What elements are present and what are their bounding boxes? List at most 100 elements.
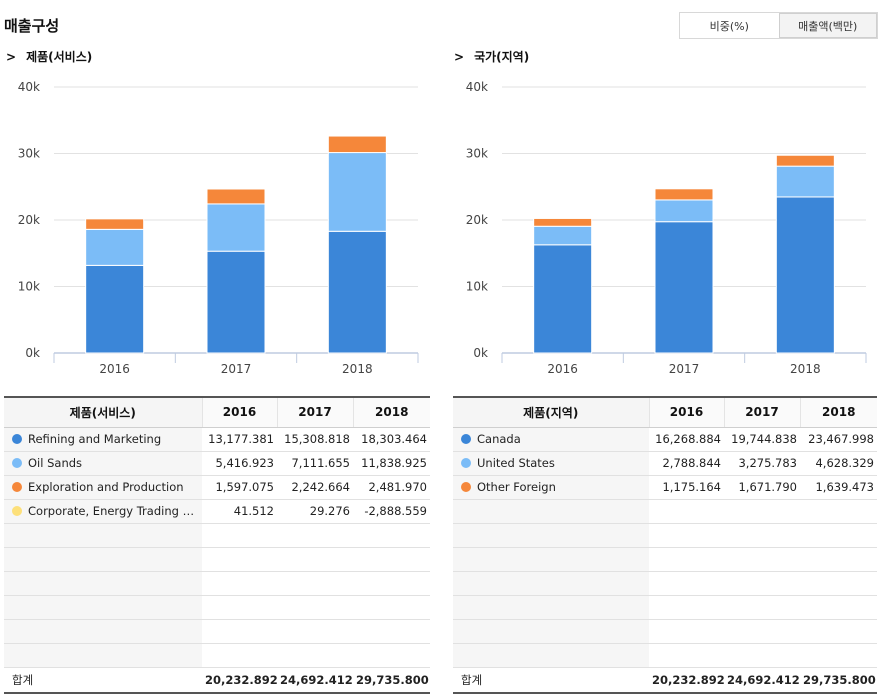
row-name-cell: Corporate, Energy Trading a... (4, 499, 202, 524)
y-tick-label: 10k (18, 280, 40, 294)
value-cell: 1,597.075 (202, 475, 277, 500)
total-value-cell: 24,692.412 (277, 666, 353, 694)
bar-segment[interactable] (206, 250, 266, 354)
bar-segment[interactable] (206, 188, 266, 205)
chevron-right-icon: > (6, 50, 17, 64)
region-chart: 0k 10k 20k 30k 40k 2016 2017 2018 (448, 74, 884, 384)
empty-row (453, 547, 877, 572)
y-tick-label: 0k (473, 346, 488, 360)
ratio-toggle-button[interactable]: 비중(%) (680, 13, 779, 38)
series-color-dot-icon (12, 434, 22, 444)
bar-segment[interactable] (654, 221, 714, 354)
x-tick-label: 2017 (669, 362, 700, 376)
empty-cell (649, 619, 724, 644)
empty-cell (353, 547, 430, 572)
empty-cell (800, 571, 877, 596)
region-stacked-bar-chart: 0k 10k 20k 30k 40k 2016 2017 2018 (466, 80, 867, 376)
empty-cell (353, 571, 430, 596)
product-chart: 0k 10k 20k 30k 40k 2016 2017 2018 (0, 74, 436, 384)
row-name-cell: United States (453, 451, 649, 476)
empty-cell (453, 619, 649, 644)
total-label: 합계 (453, 666, 649, 694)
y-tick-label: 0k (25, 346, 40, 360)
table-row[interactable]: Exploration and Production 1,597.075 2,242… (4, 475, 430, 500)
empty-cell (724, 571, 800, 596)
empty-cell (277, 523, 353, 548)
empty-cell (724, 499, 800, 524)
value-cell: 2,788.844 (649, 451, 724, 476)
empty-cell (724, 523, 800, 548)
bar-segment[interactable] (654, 199, 714, 223)
empty-cell (453, 571, 649, 596)
bar-segment[interactable] (85, 218, 145, 230)
bar-segment[interactable] (85, 228, 145, 266)
series-color-dot-icon (461, 434, 471, 444)
empty-cell (4, 595, 202, 620)
bar-segment[interactable] (206, 203, 266, 252)
row-name-label: Exploration and Production (28, 480, 184, 494)
series-color-dot-icon (461, 458, 471, 468)
empty-cell (4, 523, 202, 548)
empty-cell (800, 547, 877, 572)
empty-cell (724, 547, 800, 572)
empty-cell (724, 643, 800, 668)
row-name-cell: Oil Sands (4, 451, 202, 476)
total-value-cell: 29,735.800 (800, 666, 877, 694)
empty-cell (649, 571, 724, 596)
header-cell: 제품(서비스) (4, 396, 202, 428)
table-row[interactable]: Oil Sands 5,416.923 7,111.655 11,838.925 (4, 451, 430, 476)
bar-segment[interactable] (533, 225, 593, 246)
empty-cell (4, 571, 202, 596)
x-tick-label: 2018 (342, 362, 373, 376)
table-row[interactable]: Other Foreign 1,175.164 1,671.790 1,639.473 (453, 475, 877, 500)
bar-segment[interactable] (85, 264, 145, 354)
row-name-cell: Exploration and Production (4, 475, 202, 500)
header-cell[interactable]: 2016 (201, 396, 277, 428)
chevron-right-icon: > (454, 50, 465, 64)
empty-cell (202, 643, 277, 668)
total-value-cell: 29,735.800 (353, 666, 430, 694)
bar-segment[interactable] (533, 217, 593, 227)
empty-cell (453, 499, 649, 524)
x-tick-label: 2016 (99, 362, 130, 376)
empty-cell (353, 523, 430, 548)
header-cell[interactable]: 2016 (648, 396, 724, 428)
header-cell: 제품(지역) (453, 396, 649, 428)
table-row[interactable]: United States 2,788.844 3,275.783 4,628.329 (453, 451, 877, 476)
bar-segment[interactable] (775, 154, 835, 167)
amount-toggle-button[interactable]: 매출액(백만) (778, 13, 877, 38)
empty-cell (277, 643, 353, 668)
empty-cell (353, 595, 430, 620)
header-cell[interactable]: 2017 (723, 396, 800, 428)
bar-segment[interactable] (775, 196, 835, 354)
bar-segment[interactable] (654, 188, 714, 201)
bar-segment[interactable] (533, 244, 593, 354)
value-cell: 15,308.818 (277, 427, 353, 452)
row-name-label: Oil Sands (28, 456, 83, 470)
table-row[interactable]: Refining and Marketing 13,177.381 15,308.8… (4, 427, 430, 452)
bar-segment[interactable] (327, 152, 387, 232)
bar-segment[interactable] (327, 230, 387, 354)
row-name-label: Corporate, Energy Trading a... (28, 504, 201, 518)
header-cell[interactable]: 2018 (352, 396, 430, 428)
bar-segment[interactable] (327, 135, 387, 154)
header-cell[interactable]: 2017 (276, 396, 353, 428)
empty-cell (453, 595, 649, 620)
x-tick-label: 2016 (547, 362, 578, 376)
empty-cell (277, 595, 353, 620)
table-row[interactable]: Canada 16,268.884 19,744.838 23,467.998 (453, 427, 877, 452)
value-cell: 2,242.664 (277, 475, 353, 500)
y-tick-label: 10k (466, 280, 488, 294)
region-section-title: > 국가(지역) (454, 48, 529, 65)
bar-segment[interactable] (775, 165, 835, 198)
empty-row (453, 619, 877, 644)
header-cell[interactable]: 2018 (799, 396, 877, 428)
empty-row (4, 595, 430, 620)
empty-cell (4, 643, 202, 668)
value-cell: 11,838.925 (353, 451, 430, 476)
view-toggle: 비중(%) 매출액(백만) (679, 12, 878, 39)
total-row: 합계 20,232.892 24,692.412 29,735.800 (453, 666, 877, 694)
table-row[interactable]: Corporate, Energy Trading a... 41.512 29.2… (4, 499, 430, 524)
product-section-title: > 제품(서비스) (6, 48, 92, 65)
empty-row (453, 571, 877, 596)
